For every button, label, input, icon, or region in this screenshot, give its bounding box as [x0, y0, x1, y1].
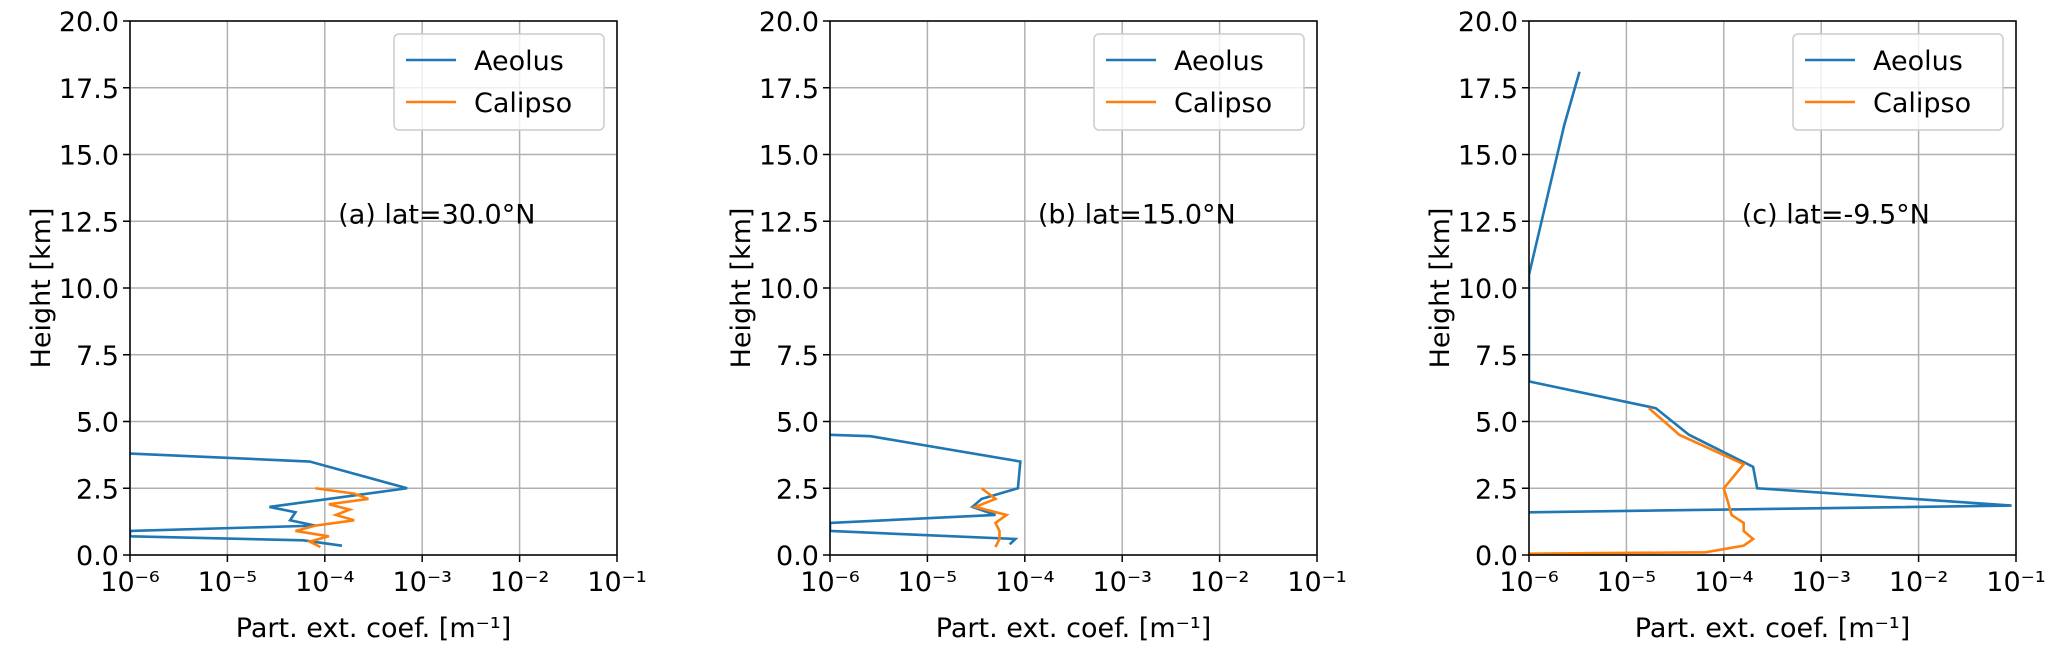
legend-label: Calipso [474, 88, 572, 119]
legend-box [393, 33, 605, 131]
x-tick-label: 10⁻⁶ [1499, 567, 1558, 598]
annotation: (c) lat=-9.5°N [1742, 199, 1930, 230]
x-tick-label: 10⁻¹ [1287, 567, 1346, 598]
x-tick-label: 10⁻⁵ [198, 567, 257, 598]
x-tick-label: 10⁻⁵ [898, 567, 957, 598]
legend-label: Calipso [1174, 88, 1272, 119]
y-tick-label: 20.0 [759, 7, 819, 38]
y-tick-label: 7.5 [776, 341, 819, 372]
x-tick-label: 10⁻⁴ [995, 567, 1054, 598]
y-tick-label: 10.0 [1458, 274, 1518, 305]
x-axis-label: Part. ext. coef. [m⁻¹] [936, 613, 1211, 644]
legend-box [1792, 33, 2004, 131]
y-tick-label: 12.5 [59, 207, 119, 238]
y-tick-label: 5.0 [76, 408, 119, 439]
y-tick-label: 10.0 [759, 274, 819, 305]
y-tick-label: 5.0 [1475, 408, 1518, 439]
legend-label: Aeolus [1873, 46, 1963, 77]
legend-box [1093, 33, 1305, 131]
annotation: (a) lat=30.0°N [338, 199, 535, 230]
x-axis-label: Part. ext. coef. [m⁻¹] [1635, 613, 1910, 644]
y-tick-label: 20.0 [59, 7, 119, 38]
axes-frame [829, 20, 1318, 556]
y-tick-label: 17.5 [759, 74, 819, 105]
y-tick-label: 15.0 [1458, 141, 1518, 172]
y-tick-label: 2.5 [776, 474, 819, 505]
x-tick-label: 10⁻² [490, 567, 549, 598]
axes-frame [1528, 20, 2017, 556]
y-tick-label: 0.0 [1475, 541, 1518, 572]
y-tick-label: 12.5 [1458, 207, 1518, 238]
x-tick-label: 10⁻³ [1092, 567, 1151, 598]
axes-frame [129, 20, 618, 556]
data-line [1529, 407, 1756, 555]
data-line [130, 452, 408, 547]
y-tick-label: 17.5 [59, 74, 119, 105]
y-tick-label: 0.0 [776, 541, 819, 572]
data-line [971, 487, 1010, 548]
y-tick-label: 5.0 [776, 408, 819, 439]
data-line [295, 486, 369, 549]
x-tick-label: 10⁻⁵ [1597, 567, 1656, 598]
x-tick-label: 10⁻¹ [1986, 567, 2045, 598]
x-tick-label: 10⁻⁴ [1694, 567, 1753, 598]
y-tick-label: 0.0 [76, 541, 119, 572]
x-tick-label: 10⁻⁶ [800, 567, 859, 598]
x-tick-label: 10⁻³ [1791, 567, 1850, 598]
y-tick-label: 15.0 [759, 141, 819, 172]
annotation: (b) lat=15.0°N [1038, 199, 1236, 230]
y-axis-label: Height [km] [726, 208, 757, 369]
y-tick-label: 7.5 [1475, 341, 1518, 372]
y-tick-label: 2.5 [76, 474, 119, 505]
data-line [830, 433, 1022, 546]
y-axis-label: Height [km] [26, 208, 57, 369]
legend-label: Aeolus [1174, 46, 1264, 77]
x-tick-label: 10⁻² [1190, 567, 1249, 598]
y-axis-label: Height [km] [1425, 208, 1456, 369]
x-tick-label: 10⁻¹ [587, 567, 646, 598]
data-line [1529, 71, 2012, 514]
y-tick-label: 15.0 [59, 141, 119, 172]
y-tick-label: 7.5 [76, 341, 119, 372]
y-tick-label: 2.5 [1475, 474, 1518, 505]
x-tick-label: 10⁻³ [392, 567, 451, 598]
x-tick-label: 10⁻⁴ [295, 567, 354, 598]
legend-label: Calipso [1873, 88, 1971, 119]
x-tick-label: 10⁻⁶ [100, 567, 159, 598]
x-axis-label: Part. ext. coef. [m⁻¹] [236, 613, 511, 644]
y-tick-label: 10.0 [59, 274, 119, 305]
x-tick-label: 10⁻² [1889, 567, 1948, 598]
legend-label: Aeolus [474, 46, 564, 77]
y-tick-label: 17.5 [1458, 74, 1518, 105]
y-tick-label: 20.0 [1458, 7, 1518, 38]
y-tick-label: 12.5 [759, 207, 819, 238]
